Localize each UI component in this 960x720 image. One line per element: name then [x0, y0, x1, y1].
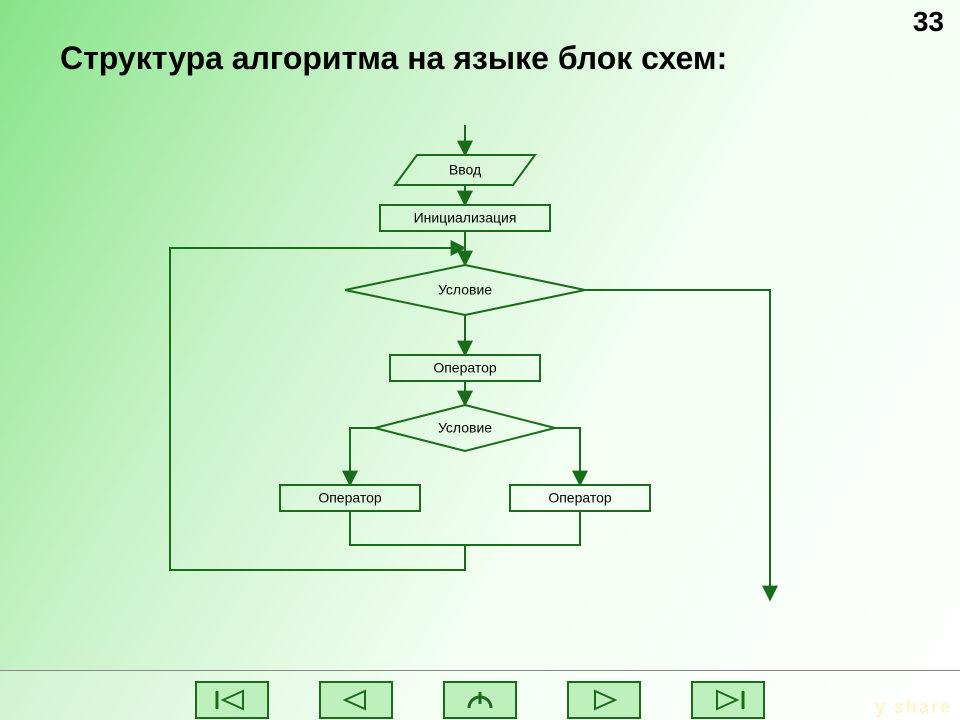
next-icon [583, 688, 625, 712]
nav-next-button[interactable] [567, 681, 641, 719]
nav-first-button[interactable] [195, 681, 269, 719]
flow-edge [555, 428, 580, 485]
nav-prev-button[interactable] [319, 681, 393, 719]
navigation-bar [0, 670, 960, 720]
flow-edge [350, 511, 580, 545]
slide-stage: 33 Структура алгоритма на языке блок схе… [0, 0, 960, 720]
last-icon [707, 688, 749, 712]
flow-edge [170, 248, 465, 570]
nav-last-button[interactable] [691, 681, 765, 719]
flow-node-label-op1: Оператор [433, 360, 497, 376]
first-icon [211, 688, 253, 712]
home-icon [459, 688, 501, 712]
nav-home-button[interactable] [443, 681, 517, 719]
flow-node-label-opR: Оператор [548, 490, 612, 506]
flow-edge [350, 428, 375, 485]
prev-icon [335, 688, 377, 712]
flow-edge [585, 290, 770, 600]
flow-node-label-cond1: Условие [438, 282, 492, 298]
flow-node-label-input: Ввод [449, 162, 481, 178]
flow-node-label-init: Инициализация [414, 210, 517, 226]
flow-node-label-opL: Оператор [318, 490, 382, 506]
flowchart-diagram: Ввод Инициализация Условие Оператор Условие О… [0, 0, 960, 640]
flow-node-label-cond2: Условие [438, 420, 492, 436]
